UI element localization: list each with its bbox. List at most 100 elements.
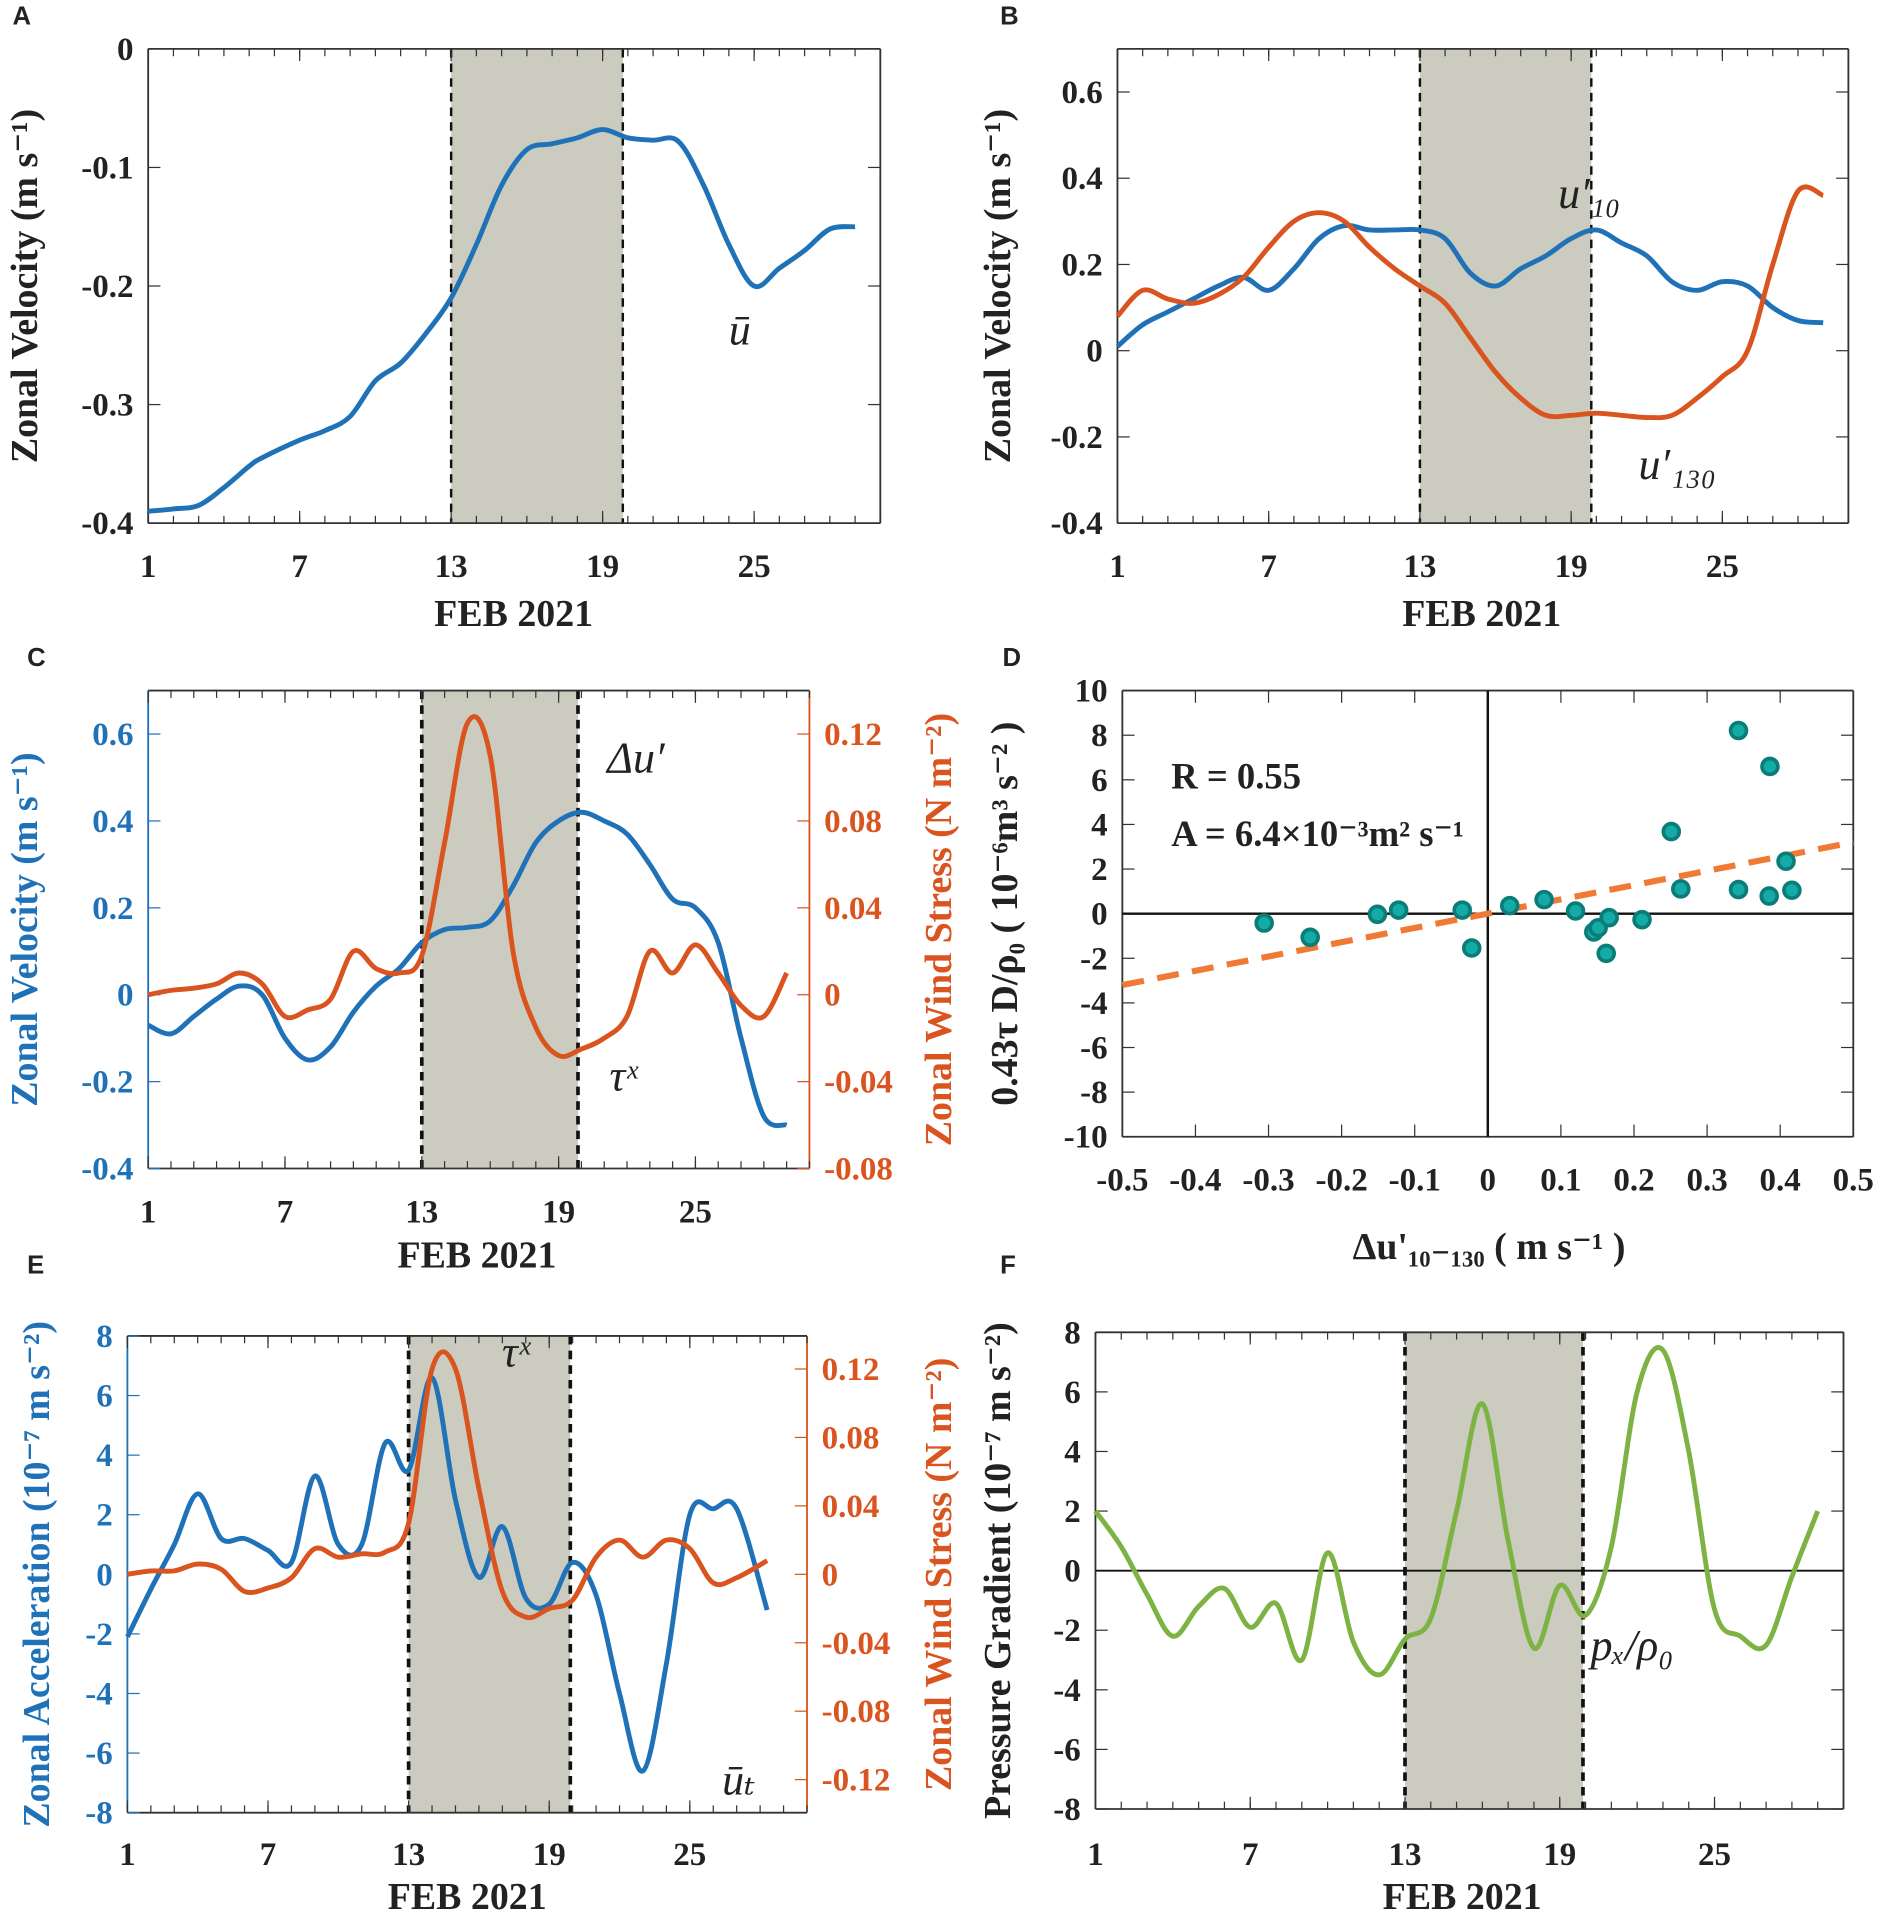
y-tick-label: 0 (1091, 897, 1108, 933)
y-tick-label: -2 (1080, 941, 1108, 977)
y-right-tick-label: -0.08 (822, 1694, 891, 1730)
y-tick-label: 10 (1075, 674, 1108, 710)
y-tick-label: -2 (85, 1617, 112, 1653)
panel-letter: E (27, 1252, 44, 1280)
scatter-point (1776, 851, 1796, 872)
x-tick-label: 25 (1698, 1837, 1731, 1873)
y-tick-label: -4 (85, 1676, 112, 1712)
series-annotation: ū (729, 306, 751, 355)
y-tick-label: 4 (1064, 1434, 1081, 1470)
panel-letter: B (1000, 2, 1019, 30)
y-tick-label: -8 (1053, 1792, 1081, 1828)
y-tick-label: 2 (1091, 852, 1108, 888)
y-right-tick-label: -0.04 (824, 1065, 893, 1101)
series-line-0 (1115, 222, 1824, 349)
y-axis-label: Zonal Velocity (m s⁻¹) (4, 109, 46, 463)
scatter-point (1499, 895, 1520, 916)
y-axis-label: Zonal Acceleration (10⁻⁷ m s⁻²) (16, 1321, 58, 1828)
y-right-tick-label: 0.08 (822, 1420, 880, 1456)
panel-letter: D (1003, 644, 1022, 672)
x-tick-label: 0 (1480, 1163, 1497, 1199)
scatter-point (1760, 756, 1780, 777)
scatter-point (1461, 938, 1482, 958)
y-tick-label: -0.2 (1051, 420, 1103, 456)
x-axis-label: Δu'₁₀₋₁₃₀ ( m s⁻¹ ) (1353, 1226, 1626, 1268)
x-tick-label: 7 (277, 1194, 294, 1230)
x-tick-label: 1 (1087, 1837, 1104, 1873)
y-right-tick-label: 0.08 (824, 804, 882, 840)
x-tick-label: 0.2 (1613, 1163, 1654, 1199)
scatter-point (1670, 879, 1691, 899)
series-annotation: pₓ/ρ₀ (1587, 1621, 1673, 1670)
series-annotation: τˣ (502, 1328, 532, 1377)
y-tick-label: 4 (1091, 807, 1108, 843)
series-line-1 (1115, 184, 1825, 421)
y-right-tick-label: 0.04 (822, 1489, 880, 1525)
x-tick-label: -0.1 (1389, 1163, 1441, 1199)
y-tick-label: -6 (1080, 1031, 1108, 1067)
y-tick-label: 0.6 (92, 717, 133, 753)
y-tick-label: -4 (1053, 1673, 1081, 1709)
y-axis-label: Zonal Velocity (m s⁻¹) (977, 109, 1019, 463)
x-tick-label: 7 (260, 1837, 277, 1873)
x-tick-label: 1 (140, 1194, 157, 1230)
event-shade (451, 48, 623, 524)
x-tick-label: -0.2 (1315, 1163, 1367, 1199)
y-tick-label: 2 (96, 1498, 112, 1534)
x-tick-label: 1 (119, 1837, 136, 1873)
x-tick-label: 1 (140, 549, 157, 585)
series-line-0 (147, 127, 856, 514)
x-axis-label: FEB 2021 (1383, 1876, 1542, 1918)
y-right-tick-label: -0.08 (824, 1152, 893, 1188)
y-tick-label: -0.1 (81, 150, 133, 186)
x-tick-label: 19 (1543, 1837, 1576, 1873)
scatter-point (1254, 913, 1274, 933)
scatter-point (1759, 886, 1779, 906)
correlation-label: R = 0.55 (1171, 755, 1301, 796)
y-tick-label: -4 (1080, 986, 1108, 1022)
y-axis-label: 0.43τ D/ρ₀ ( 10⁻⁶m³ s⁻² ) (984, 722, 1026, 1106)
y-tick-label: -6 (85, 1736, 112, 1772)
y-right-tick-label: -0.04 (822, 1626, 891, 1662)
y-tick-label: 0 (117, 978, 134, 1014)
x-tick-label: 0.5 (1833, 1163, 1874, 1199)
x-tick-label: 0.1 (1540, 1163, 1581, 1199)
x-tick-label: 7 (1242, 1837, 1259, 1873)
y-tick-label: 0.4 (92, 804, 133, 840)
y-tick-label: -0.2 (81, 269, 133, 305)
x-tick-label: 19 (542, 1194, 575, 1230)
y-tick-label: -0.4 (81, 506, 133, 542)
y-tick-label: -8 (1080, 1075, 1108, 1111)
series-line-0 (1093, 1345, 1820, 1678)
coefficient-label: A = 6.4×10⁻³m² s⁻¹ (1171, 813, 1464, 854)
y-tick-label: 2 (1064, 1494, 1081, 1530)
x-axis-label: FEB 2021 (434, 593, 593, 635)
y-tick-label: -8 (85, 1796, 112, 1832)
x-tick-label: 13 (405, 1194, 438, 1230)
scatter-point (1388, 900, 1409, 920)
y-tick-label: 0 (1064, 1554, 1081, 1590)
x-tick-label: 13 (392, 1837, 425, 1873)
y-right-tick-label: 0 (824, 978, 841, 1014)
series-annotation: u′₁₀ (1558, 169, 1620, 218)
y-tick-label: -0.4 (81, 1152, 133, 1188)
scatter-point (1661, 821, 1682, 842)
scatter-point (1596, 943, 1616, 964)
panel-letter: C (27, 644, 46, 672)
panel-F: F 1 7 13 19 25 8 6 4 2 0 -2 -4 -6 -8 FEB 2021 Pressure G… (977, 1252, 1845, 1918)
x-tick-label: -0.3 (1242, 1163, 1294, 1199)
x-tick-label: 1 (1109, 549, 1126, 585)
panel-E: E 1 7 13 19 25 8 6 4 2 0 -2 -4 -6 -8 0.12 0.08 0.04 0 -0.04… (16, 1252, 960, 1919)
panel-letter: F (1000, 1252, 1016, 1280)
scatter-point (1534, 889, 1554, 910)
y-right-axis-label: Zonal Wind Stress (N m⁻²) (918, 1358, 960, 1791)
x-tick-label: 25 (673, 1837, 706, 1873)
scatter-point (1599, 907, 1619, 928)
series-line-1 (127, 1349, 769, 1621)
y-tick-label: -0.4 (1051, 506, 1103, 542)
x-tick-label: 25 (679, 1194, 712, 1230)
y-tick-label: 0.2 (92, 891, 133, 927)
y-tick-label: -2 (1053, 1613, 1081, 1649)
scatter-point (1367, 904, 1388, 925)
